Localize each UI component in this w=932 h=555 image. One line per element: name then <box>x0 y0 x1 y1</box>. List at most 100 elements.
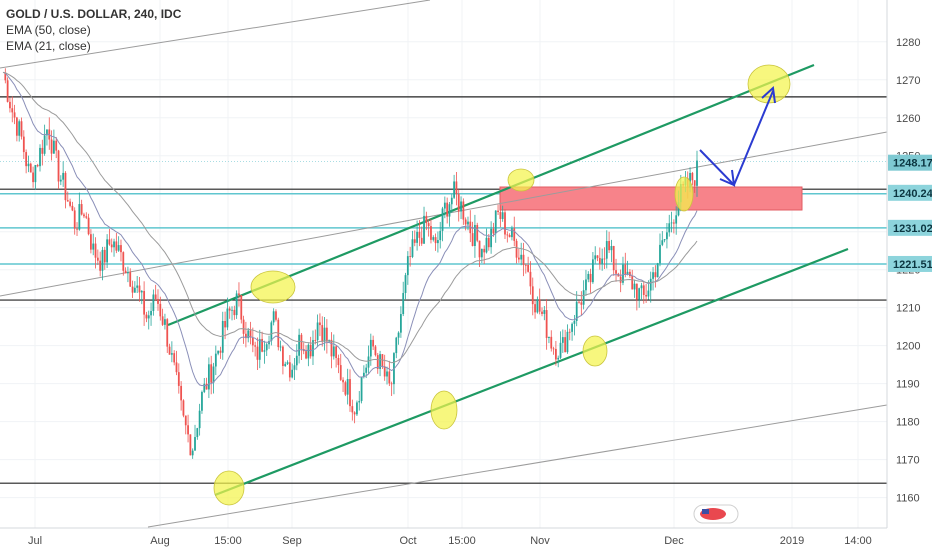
candle-body <box>573 320 576 324</box>
candle-body <box>99 260 102 271</box>
candle-body <box>256 346 259 360</box>
price-label-text: 1221.51 <box>893 259 932 271</box>
candle-body <box>66 200 69 202</box>
candle-body <box>4 72 7 81</box>
candle-body <box>409 256 412 257</box>
candle-body <box>654 272 657 278</box>
candle-body <box>418 231 421 238</box>
candle-body <box>504 212 506 235</box>
candle-body <box>675 215 678 224</box>
candle-body <box>582 290 585 305</box>
candle-body <box>198 410 201 429</box>
price-tick-label: 1180 <box>896 417 920 429</box>
price-tick-label: 1160 <box>896 493 920 505</box>
candle-body <box>346 379 349 395</box>
candle-body <box>288 362 291 378</box>
candle-body <box>279 346 282 348</box>
candle-body <box>529 271 532 287</box>
candle-body <box>245 333 247 339</box>
candle-body <box>203 383 206 392</box>
candle-body <box>446 202 449 217</box>
price-tick-label: 1190 <box>896 379 920 391</box>
candle-body <box>152 294 155 311</box>
candle-body <box>487 237 490 248</box>
candle-body <box>196 428 199 438</box>
candle-body <box>147 315 150 319</box>
candle-body <box>649 278 652 291</box>
candle-body <box>275 311 277 320</box>
candle-body <box>390 383 393 385</box>
candle-body <box>386 371 388 377</box>
ema-lines <box>2 71 698 387</box>
candle-body <box>140 291 143 293</box>
candle-body <box>480 248 483 258</box>
time-tick-label: Jul <box>28 535 42 547</box>
candle-body <box>642 285 645 295</box>
candle-body <box>374 346 377 356</box>
symbol-title: GOLD / U.S. DOLLAR, 240, IDC <box>6 7 182 21</box>
candle-body <box>226 308 229 328</box>
candle-body <box>191 450 194 456</box>
candle-body <box>557 357 560 360</box>
candle-body <box>483 248 486 253</box>
candle-body <box>441 208 444 231</box>
price-label-text: 1240.24 <box>893 188 932 200</box>
candle-body <box>295 355 298 366</box>
candle-body <box>258 338 261 360</box>
candle-body <box>462 201 465 220</box>
candle-body <box>207 364 210 390</box>
candle-body <box>115 241 118 251</box>
candle-body <box>395 337 398 354</box>
candle-body <box>161 316 164 325</box>
candle-body <box>633 283 636 290</box>
candle-body <box>145 314 148 319</box>
candle-body <box>592 259 594 283</box>
candle-body <box>635 283 638 300</box>
candle-body <box>358 400 361 403</box>
ema-21-line <box>2 71 698 387</box>
candle-body <box>578 301 580 303</box>
candle-body <box>564 337 567 353</box>
candle-body <box>696 160 698 186</box>
candle-body <box>272 311 275 323</box>
candle-body <box>420 237 423 244</box>
candle-body <box>117 245 120 251</box>
candle-body <box>138 285 141 293</box>
candle-body <box>538 299 541 312</box>
candle-body <box>96 257 99 261</box>
candle-body <box>448 204 451 217</box>
candle-body <box>568 331 571 333</box>
candle-body <box>571 323 573 332</box>
candle-body <box>41 147 44 154</box>
touch-point-ellipse <box>674 176 694 212</box>
candle-body <box>314 340 317 341</box>
candle-body <box>228 308 231 311</box>
candle-body <box>543 310 546 314</box>
candle-body <box>136 285 139 288</box>
candle-body <box>73 210 76 229</box>
candle-body <box>240 295 243 320</box>
candle-body <box>189 434 192 456</box>
candle-body <box>360 376 363 401</box>
candle-body <box>92 243 95 250</box>
time-tick-label: 2019 <box>780 535 804 547</box>
candle-body <box>282 346 284 367</box>
candle-body <box>122 252 125 271</box>
candle-body <box>478 240 481 258</box>
candle-body <box>11 108 14 113</box>
candle-body <box>321 325 324 342</box>
projection-arrow <box>699 90 774 187</box>
candle-body <box>168 346 171 355</box>
flag-canton-icon <box>702 509 709 514</box>
candle-body <box>443 202 446 209</box>
ema-21-label: EMA (21, close) <box>6 39 91 53</box>
candle-body <box>601 258 604 264</box>
candle-body <box>388 371 391 384</box>
candle-body <box>87 217 90 235</box>
candle-body <box>159 303 162 317</box>
candle-body <box>471 233 474 247</box>
candle-body <box>332 346 335 357</box>
candle-body <box>659 244 661 264</box>
candle-body <box>43 135 46 154</box>
